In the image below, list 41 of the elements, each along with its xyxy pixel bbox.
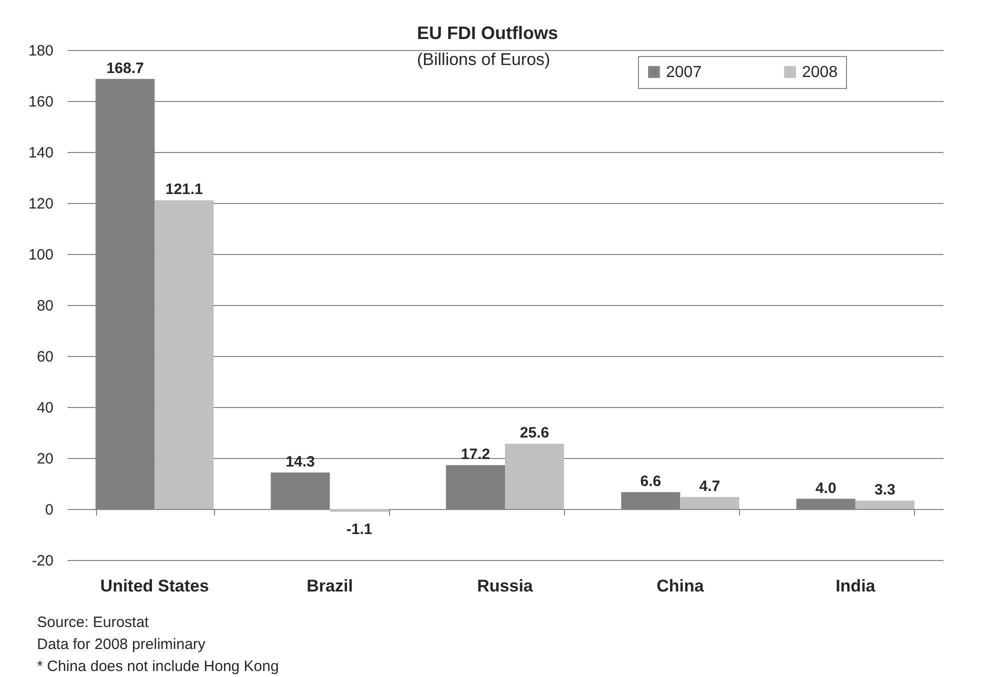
y-tick-label: 0 [45,502,54,518]
y-tick-label: 120 [28,196,54,212]
y-tick-label: 100 [28,246,54,264]
x-tick-label: Brazil [306,576,353,596]
y-tick-label: 20 [36,450,54,468]
bar [680,497,740,509]
y-tick-label: -20 [32,552,54,570]
y-tick-label: 160 [28,94,54,110]
source-note: Source: Eurostat [37,614,150,631]
bar [270,472,330,509]
data-label: 3.3 [874,482,896,499]
legend-label: 2008 [802,64,838,81]
y-tick-label: 40 [36,400,54,416]
data-label: 4.7 [699,478,720,496]
bar [154,200,214,509]
data-label: 25.6 [520,424,550,442]
y-tick-label: 140 [28,144,54,162]
bar [505,444,564,509]
data-label: 6.6 [640,473,662,490]
bar [330,509,389,512]
y-tick-label: 80 [36,298,54,314]
text: * China does not include Hong Kong [37,658,279,675]
bar [621,492,680,509]
data-label: 168.7 [106,60,144,77]
chart-subtitle: (Billions of Euros) [417,50,550,69]
bar [855,500,914,509]
y-tick-label: 60 [36,348,54,366]
chart-title: EU FDI Outflows [417,23,558,43]
x-tick-label: United States [100,576,209,596]
legend-label: 2007 [666,64,702,81]
data-label: 121.1 [165,181,203,198]
bar [446,465,505,509]
y-tick-label: 180 [28,42,54,60]
text: Data for 2008 preliminary [37,636,206,653]
bar [796,498,856,509]
x-tick-label: Russia [477,576,534,596]
x-tick-label: India [836,576,876,596]
data-label: -1.1 [346,520,372,538]
data-label: 4.0 [815,480,836,497]
x-tick-label: China [656,576,704,596]
data-label: 14.3 [286,454,315,471]
